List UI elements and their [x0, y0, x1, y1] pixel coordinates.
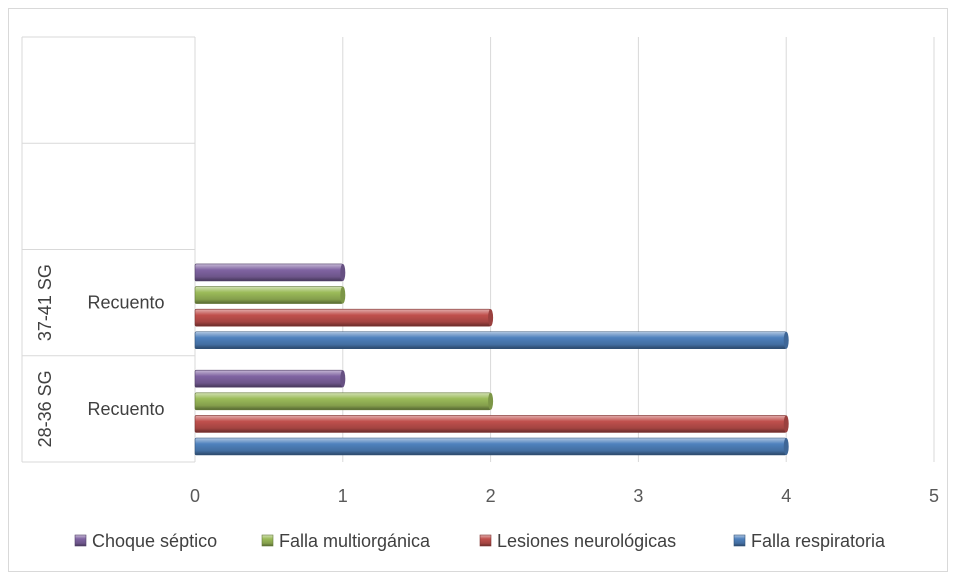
- bar: [194, 308, 491, 327]
- x-axis-ticks: 0 1 2 3 4 5: [190, 486, 939, 506]
- bar: [194, 331, 787, 350]
- legend-label: Falla respiratoria: [751, 531, 886, 551]
- legend-label: Choque séptico: [92, 531, 217, 551]
- bar: [194, 369, 344, 388]
- legend-label: Lesiones neurológicas: [497, 531, 676, 551]
- chart-frame: [8, 8, 948, 572]
- bar: [194, 415, 787, 433]
- bar-end-cap: [340, 263, 346, 281]
- legend-label: Falla multiorgánica: [279, 531, 431, 551]
- bar: [194, 392, 491, 411]
- bar-end-cap: [783, 438, 789, 455]
- bar-end-cap: [783, 331, 789, 349]
- category-axis: Recuento 28-36 SG Recuento 37-41 SG: [21, 36, 196, 463]
- legend-swatch: [74, 534, 87, 547]
- bar-end-cap: [783, 415, 789, 433]
- category-group-label: 28-36 SG: [35, 370, 55, 447]
- bar: [194, 286, 344, 304]
- legend: Choque séptico Falla multiorgánica Lesione…: [74, 531, 886, 551]
- x-tick-label: 1: [338, 486, 348, 506]
- legend-swatch: [733, 534, 746, 547]
- bar-end-cap: [488, 392, 494, 410]
- category-label: Recuento: [87, 399, 164, 419]
- legend-swatch: [261, 534, 274, 547]
- category-label: Recuento: [87, 293, 164, 313]
- category-group-label: 37-41 SG: [35, 264, 55, 341]
- x-tick-label: 3: [633, 486, 643, 506]
- x-tick-label: 2: [486, 486, 496, 506]
- bars: [194, 263, 789, 456]
- x-tick-label: 4: [781, 486, 791, 506]
- bar: [194, 263, 344, 282]
- bar-end-cap: [340, 286, 346, 304]
- x-tick-label: 5: [929, 486, 939, 506]
- bar-end-cap: [340, 370, 346, 388]
- legend-swatch: [479, 534, 492, 547]
- x-tick-label: 0: [190, 486, 200, 506]
- bar-end-cap: [488, 309, 494, 327]
- bar: [194, 437, 787, 456]
